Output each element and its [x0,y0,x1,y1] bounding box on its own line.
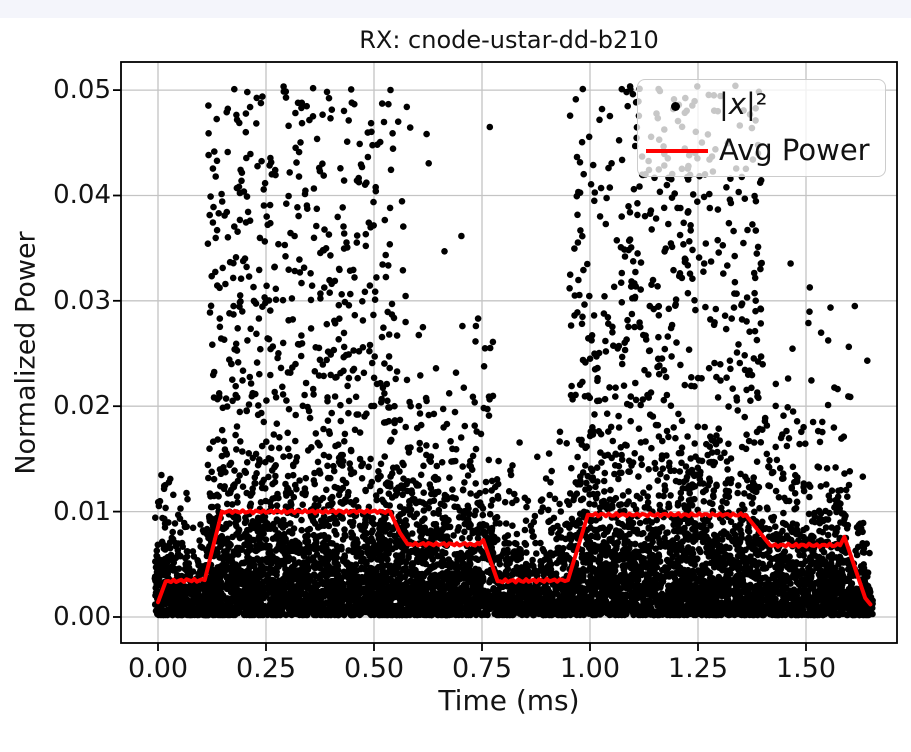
y-tick-label: 0.05 [53,75,111,106]
x-tick-label: 1.00 [559,653,621,684]
legend-label-avg-power: Avg Power [719,133,870,167]
chart-title: RX: cnode-ustar-dd-b210 [359,26,659,54]
browser-background-strip [0,0,911,18]
tick-marks [113,89,807,651]
avg-power-line [156,508,873,607]
x-tick-label: 0.25 [235,653,297,684]
scatter-points [151,82,876,619]
y-tick-label: 0.04 [53,180,111,211]
y-tick-label: 0.03 [53,285,111,316]
avg-power-line-icon [646,149,708,153]
x-tick-label: 1.50 [775,653,837,684]
x-tick-label: 0.00 [127,653,189,684]
x-axis-label: Time (ms) [438,684,580,717]
axes-spines [120,61,898,644]
y-tick-label: 0.00 [53,602,111,632]
scatter-marker-icon [671,102,680,111]
x-tick-label: 0.50 [343,653,405,684]
y-tick-label: 0.01 [53,496,111,527]
legend: |x|² Avg Power [637,79,886,177]
x-tick-label: 1.25 [667,653,729,684]
legend-label-x-squared: |x|² [719,87,768,121]
y-tick-label: 0.02 [53,391,111,422]
x-tick-label: 0.75 [451,653,513,684]
